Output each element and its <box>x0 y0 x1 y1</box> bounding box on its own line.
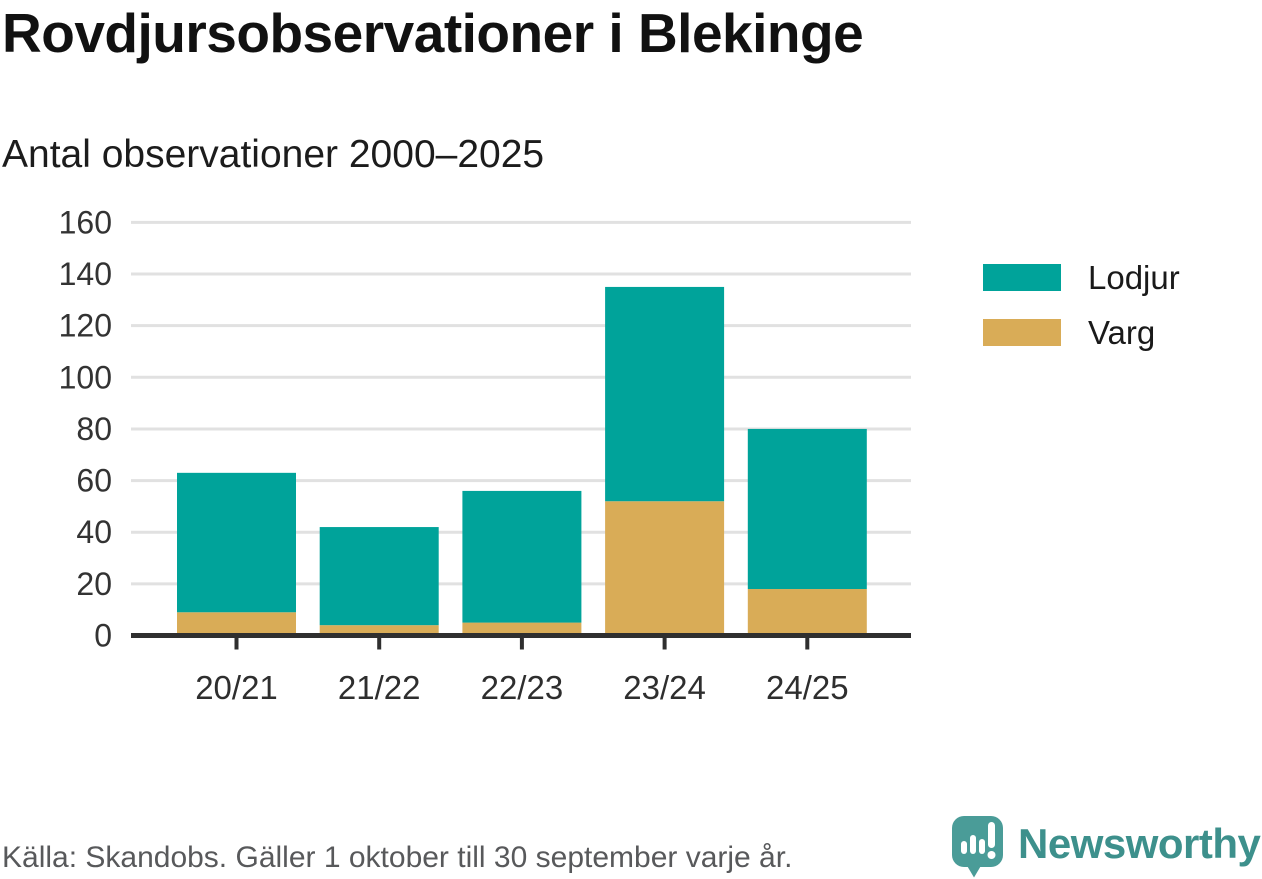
y-axis-label-100: 100 <box>59 359 112 395</box>
bar-segment-varg-24/25 <box>747 589 867 636</box>
y-axis-label-0: 0 <box>94 618 112 654</box>
x-axis-label-21/22: 21/22 <box>338 669 421 706</box>
x-axis-label-23/24: 23/24 <box>623 669 706 706</box>
y-axis-label-120: 120 <box>59 308 112 344</box>
icon-bar-tall <box>970 835 976 854</box>
newsworthy-chart-bubble-icon <box>952 816 1003 878</box>
varg-color-swatch <box>983 319 1061 346</box>
legend-item-lodjur: Lodjur <box>983 259 1180 296</box>
y-axis-label-140: 140 <box>59 256 112 292</box>
bar-segment-varg-20/21 <box>177 612 296 636</box>
icon-bar-small <box>961 841 967 854</box>
x-axis-label-20/21: 20/21 <box>195 669 278 706</box>
x-axis-label-24/25: 24/25 <box>766 669 849 706</box>
page-title: Rovdjursobservationer i Blekinge <box>2 2 864 64</box>
bar-segment-lodjur-21/22 <box>319 527 439 626</box>
legend-label-lodjur: Lodjur <box>1088 259 1180 296</box>
bar-segment-lodjur-23/24 <box>605 286 725 502</box>
bubble-tail <box>966 864 982 878</box>
bar-segment-varg-22/23 <box>462 622 582 636</box>
newsworthy-logo: Newsworthy <box>949 814 1261 878</box>
legend-label-varg: Varg <box>1088 314 1156 351</box>
y-axis-label-40: 40 <box>76 514 112 550</box>
icon-bar-medium <box>979 839 985 854</box>
legend-item-varg: Varg <box>983 314 1180 351</box>
source-note: Källa: Skandobs. Gäller 1 oktober till 3… <box>2 841 793 874</box>
bubble-shape <box>952 816 1003 867</box>
bar-segment-lodjur-22/23 <box>462 490 582 623</box>
y-axis-label-80: 80 <box>76 411 112 447</box>
x-axis-label-22/23: 22/23 <box>481 669 564 706</box>
icon-exclamation-dot <box>987 851 996 859</box>
bar-segment-varg-23/24 <box>605 501 725 636</box>
chart-subtitle: Antal observationer 2000–2025 <box>2 133 545 176</box>
y-axis-label-20: 20 <box>76 566 112 602</box>
icon-exclamation-bar <box>988 822 995 848</box>
legend: Lodjur Varg <box>983 259 1180 374</box>
bar-segment-lodjur-24/25 <box>747 428 867 590</box>
y-axis-label-60: 60 <box>76 463 112 499</box>
lodjur-color-swatch <box>983 264 1061 291</box>
y-axis-label-160: 160 <box>59 204 112 240</box>
bar-segment-varg-21/22 <box>319 625 439 636</box>
bar-segment-lodjur-20/21 <box>177 472 296 613</box>
stacked-bar-chart: 0 20 40 60 80 100 120 140 160 20/21 21/22 22/23 23/2… <box>59 204 911 706</box>
newsworthy-wordmark: Newsworthy <box>1018 820 1261 867</box>
